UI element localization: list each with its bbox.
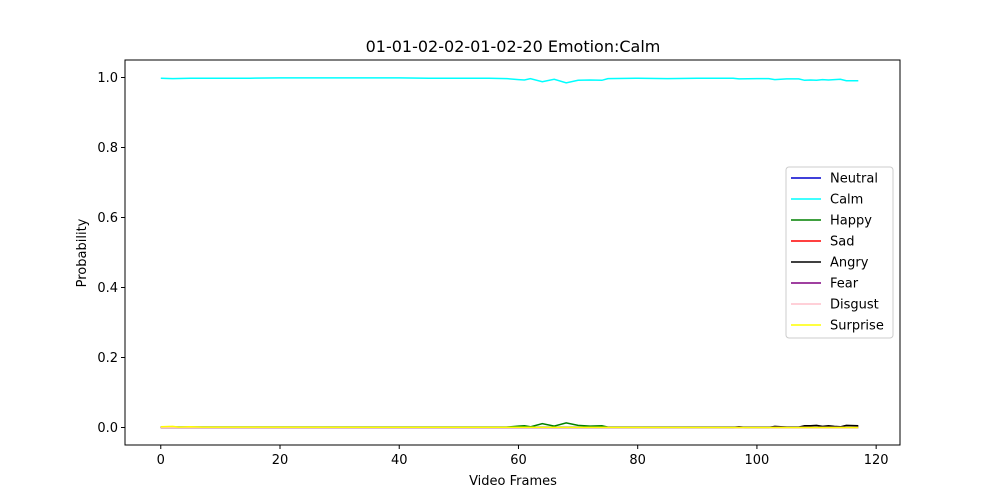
legend-label-neutral: Neutral (830, 172, 878, 187)
x-tick-label: 20 (272, 453, 289, 468)
legend-label-calm: Calm (830, 193, 863, 208)
y-axis: 0.0 0.2 0.4 0.6 0.8 1.0 (97, 71, 125, 436)
y-tick-label: 0.6 (97, 211, 118, 226)
x-axis-label: Video Frames (469, 474, 557, 489)
legend-label-surprise: Surprise (830, 319, 884, 334)
y-tick-label: 0.2 (97, 351, 118, 366)
legend-frame (785, 166, 894, 339)
legend-label-sad: Sad (830, 235, 854, 250)
x-tick-label: 60 (510, 453, 527, 468)
y-tick-label: 0.4 (97, 281, 118, 296)
series-lines (160, 77, 859, 429)
legend-label-fear: Fear (830, 277, 859, 292)
series-line-surprise (160, 425, 859, 429)
x-tick-label: 120 (864, 453, 889, 468)
series-line-calm (160, 77, 859, 84)
x-tick-label: 0 (157, 453, 165, 468)
x-axis: 0 20 40 60 80 100 120 (157, 445, 889, 468)
legend: Neutral Calm Happy Sad Angry Fear Disgust Surpr… (785, 166, 894, 339)
y-axis-label: Probability (75, 218, 90, 287)
legend-label-disgust: Disgust (830, 298, 879, 313)
x-tick-label: 40 (391, 453, 408, 468)
plot-frame (124, 59, 901, 446)
chart-title: 01-01-02-02-01-02-20 Emotion:Calm (366, 37, 661, 56)
series-line-happy (160, 422, 859, 428)
y-tick-label: 0.0 (97, 421, 118, 436)
y-tick-label: 1.0 (97, 71, 118, 86)
y-tick-label: 0.8 (97, 141, 118, 156)
x-tick-label: 80 (629, 453, 646, 468)
x-tick-label: 100 (745, 453, 770, 468)
legend-label-angry: Angry (830, 256, 869, 271)
legend-label-happy: Happy (830, 214, 872, 229)
